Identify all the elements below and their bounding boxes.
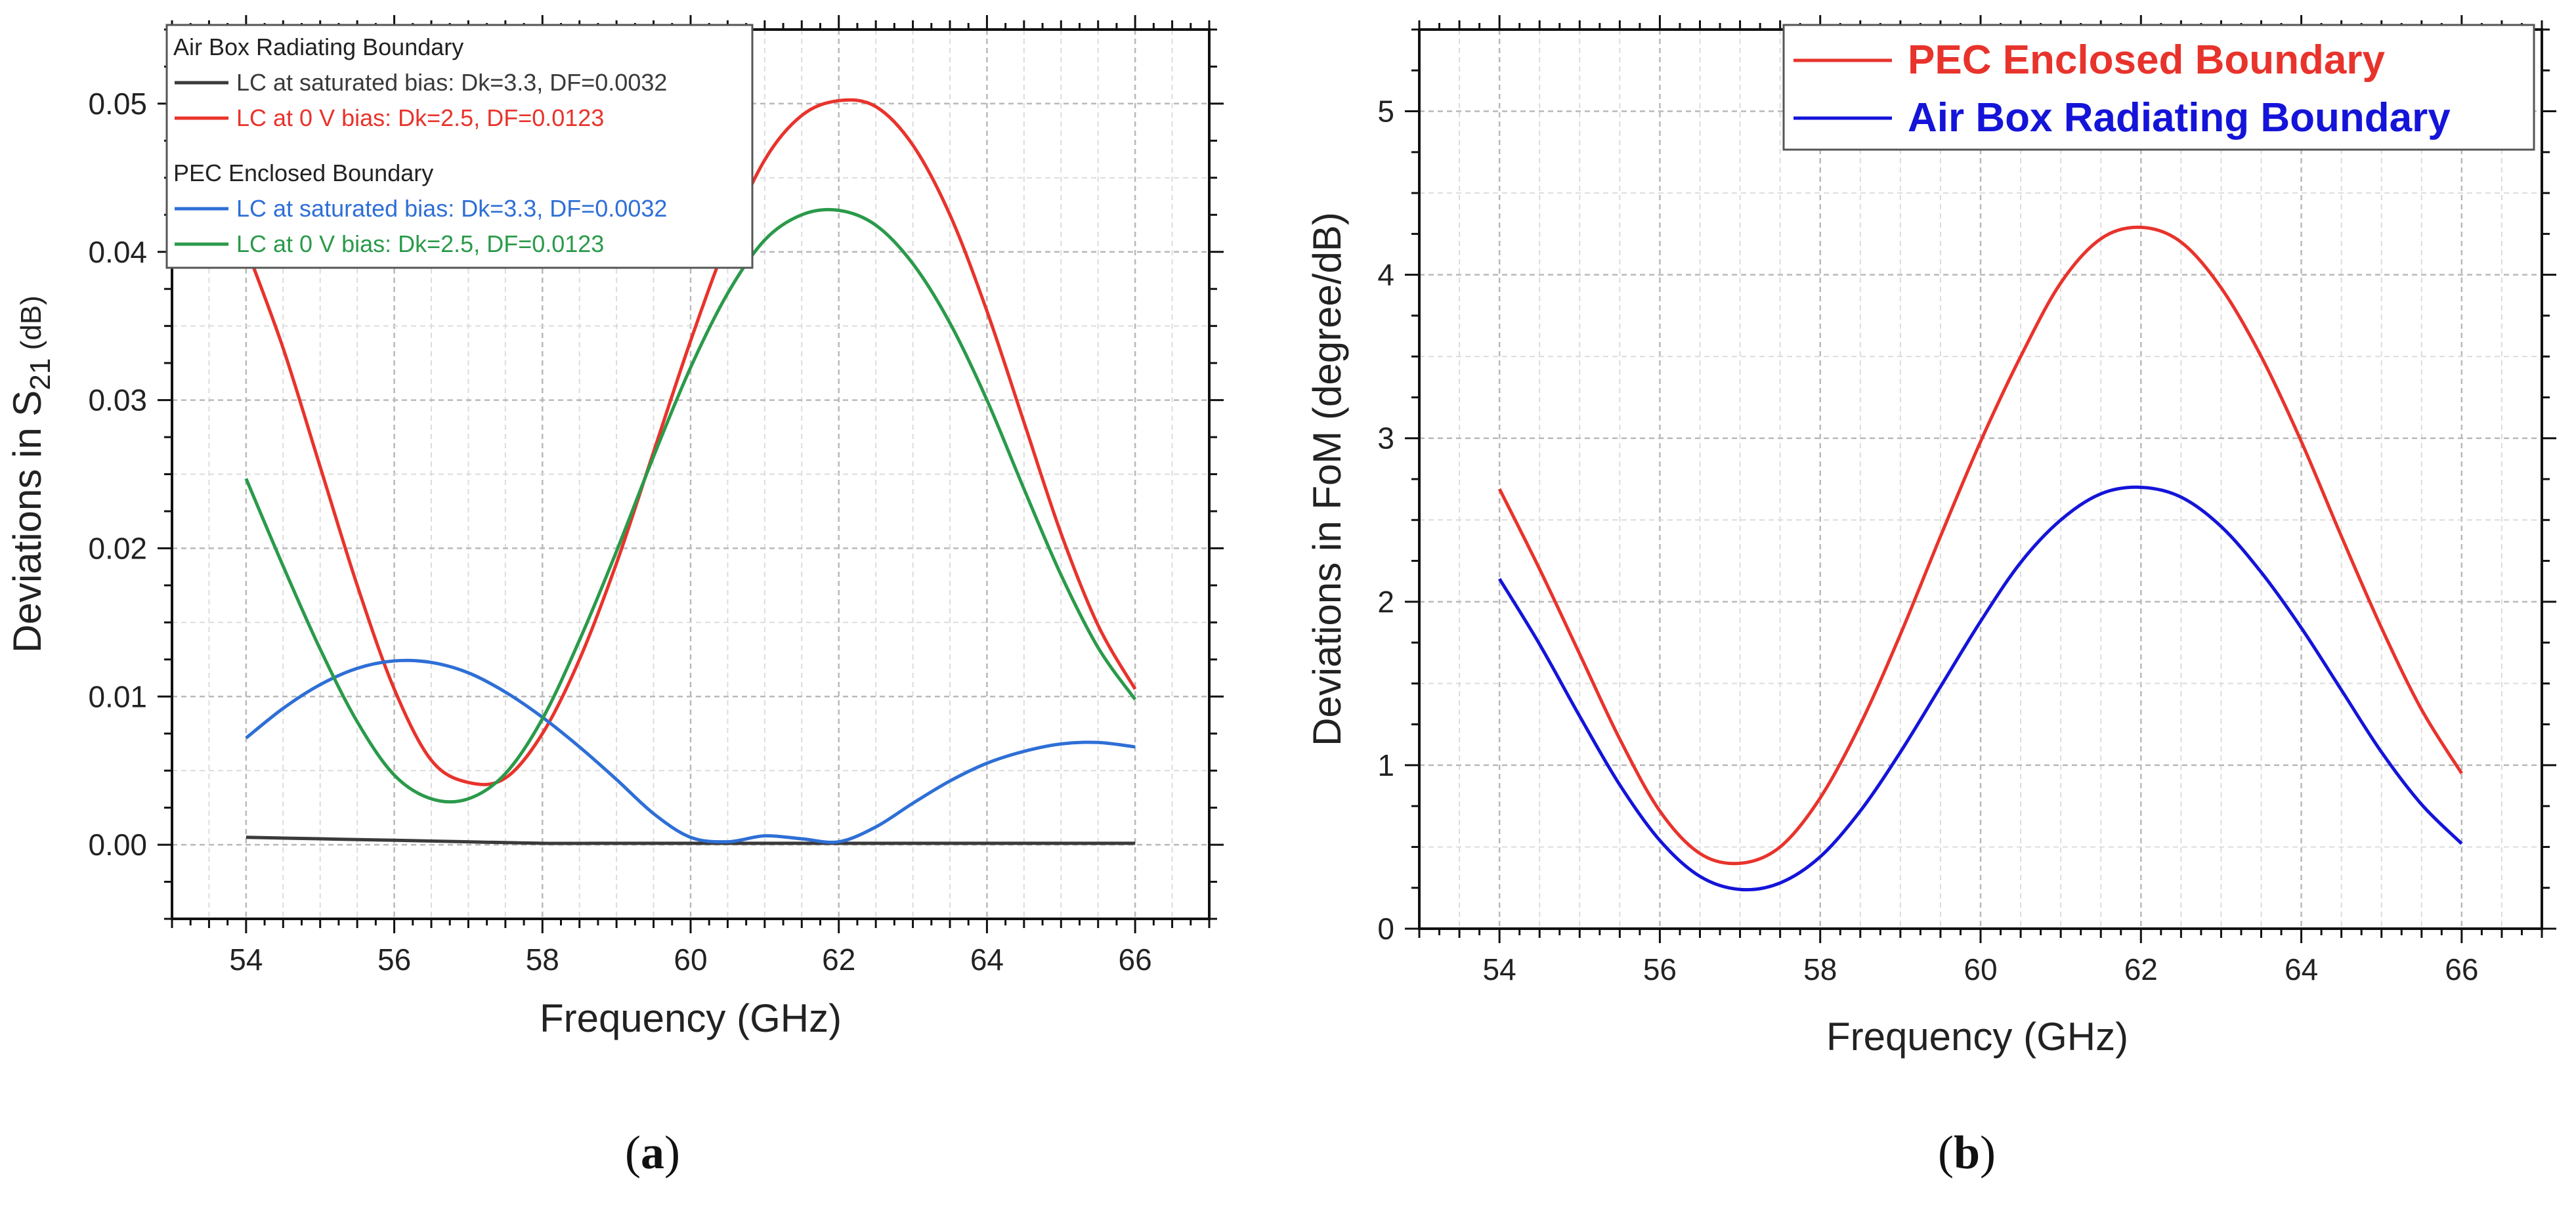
x-tick-label: 54 — [229, 942, 263, 977]
y-tick-label: 3 — [1377, 421, 1394, 455]
chart-b: 54 56 58 60 62 64 66 0 1 2 3 4 5 Frequency (GHz) Devia… — [1305, 15, 2556, 1179]
x-tick-label: 56 — [377, 942, 411, 977]
series-lines — [1497, 225, 2463, 892]
x-axis-title: Frequency (GHz) — [540, 996, 842, 1040]
legend: Air Box Radiating Boundary LC at saturate… — [165, 24, 754, 269]
x-tick-label: 60 — [1964, 952, 1997, 986]
legend: PEC Enclosed Boundary Air Box Radiating B… — [1782, 24, 2535, 151]
y-tick-label: 2 — [1377, 585, 1394, 619]
series-line-0 — [246, 835, 1136, 845]
y-tick-label: 0.02 — [88, 531, 147, 565]
x-tick-label: 64 — [2285, 952, 2318, 986]
x-tick-label: 66 — [2445, 952, 2478, 986]
series-line-1 — [1498, 485, 2463, 892]
y-tick-label: 0.00 — [88, 828, 147, 862]
grid — [1419, 29, 2543, 930]
panel-label: (a) — [625, 1126, 680, 1179]
series-line-1 — [244, 98, 1137, 786]
legend-box — [1782, 24, 2535, 151]
x-tick-label: 66 — [1119, 942, 1152, 977]
legend-entry: LC at 0 V bias: Dk=2.5, DF=0.0123 — [236, 230, 604, 257]
x-tick-label: 56 — [1643, 952, 1677, 986]
y-tick-label: 0.05 — [88, 87, 147, 121]
series-line-0 — [1497, 225, 2463, 866]
y-axis-title: Deviations in S21 (dB) — [5, 295, 56, 653]
series-lines — [244, 98, 1137, 845]
series-line-2 — [245, 658, 1136, 844]
x-tick-label: 60 — [674, 942, 707, 977]
y-tick-label: 5 — [1377, 95, 1394, 129]
legend-entry: LC at saturated bias: Dk=3.3, DF=0.0032 — [236, 69, 667, 96]
y-tick-label: 0.04 — [88, 235, 147, 269]
x-tick-label: 58 — [1803, 952, 1837, 986]
y-tick-label: 0.01 — [88, 679, 147, 713]
x-tick-label: 62 — [822, 942, 855, 977]
x-tick-label: 62 — [2124, 952, 2158, 986]
y-tick-label: 0 — [1377, 912, 1394, 946]
panel-label: (b) — [1938, 1126, 1996, 1179]
x-tick-label: 54 — [1483, 952, 1516, 986]
series-line-3 — [244, 207, 1137, 804]
x-tick-label: 64 — [970, 942, 1004, 977]
legend-entry: LC at 0 V bias: Dk=2.5, DF=0.0123 — [236, 104, 604, 131]
legend-box — [165, 24, 754, 269]
y-tick-label: 1 — [1377, 748, 1394, 782]
x-axis-title: Frequency (GHz) — [1826, 1015, 2128, 1059]
y-axis-title: Deviations in FoM (degree/dB) — [1305, 212, 1349, 746]
legend-group-title: PEC Enclosed Boundary — [173, 159, 433, 186]
chart-a: 54 56 58 60 62 64 66 0.00 0.01 0.02 0.03 0.04 0.05 Fr… — [5, 15, 1224, 1179]
legend-entry: LC at saturated bias: Dk=3.3, DF=0.0032 — [236, 195, 667, 222]
legend-entry: Air Box Radiating Boundary — [1908, 95, 2451, 140]
y-tick-label: 4 — [1377, 258, 1394, 292]
legend-group-title: Air Box Radiating Boundary — [173, 33, 463, 60]
y-tick-label: 0.03 — [88, 383, 147, 417]
grid — [171, 29, 1210, 920]
x-tick-label: 58 — [526, 942, 559, 977]
legend-entry: PEC Enclosed Boundary — [1908, 37, 2385, 83]
